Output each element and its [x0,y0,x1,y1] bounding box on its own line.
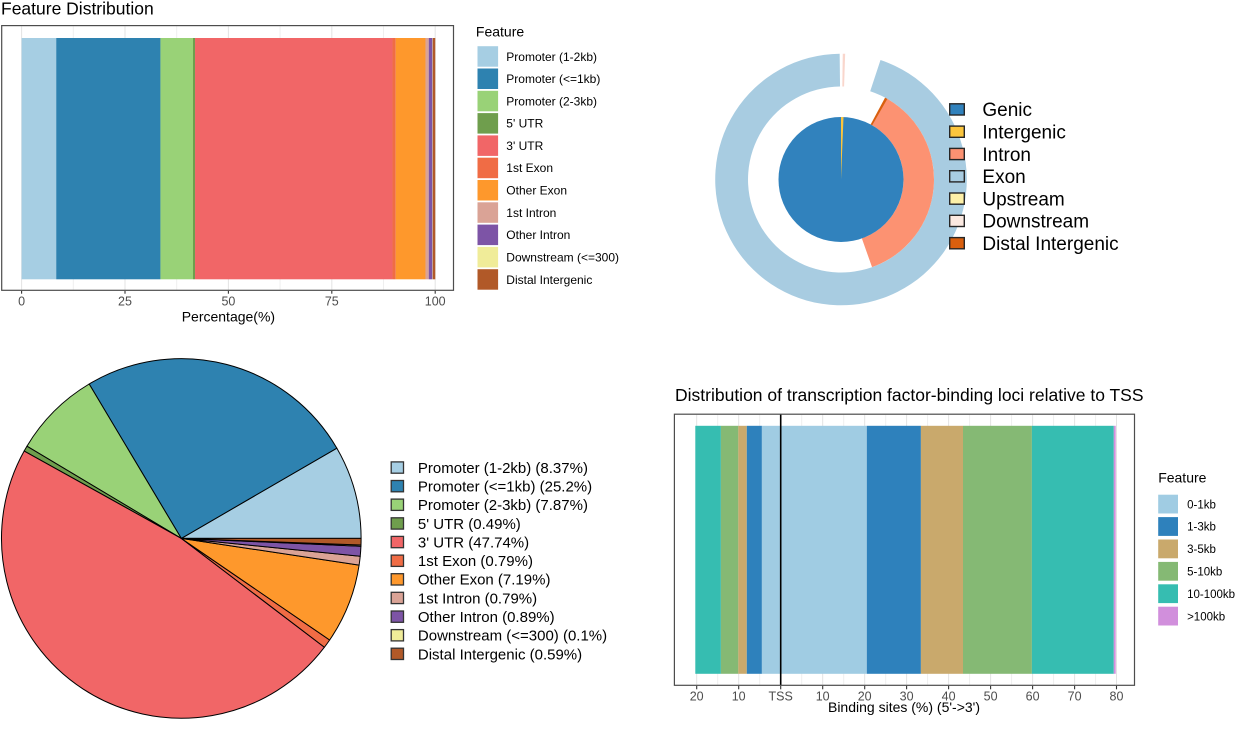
svg-text:Intron: Intron [982,145,1031,166]
svg-text:Feature: Feature [476,23,524,39]
svg-text:75: 75 [325,294,339,308]
svg-text:Promoter (1-2kb) (8.37%): Promoter (1-2kb) (8.37%) [418,460,588,477]
svg-text:Feature: Feature [1158,470,1206,486]
svg-text:1st Intron: 1st Intron [506,206,556,220]
svg-text:20: 20 [690,690,704,704]
svg-text:Other Exon (7.19%): Other Exon (7.19%) [418,572,551,589]
svg-text:50: 50 [221,294,235,308]
svg-text:Promoter (<=1kb) (25.2%): Promoter (<=1kb) (25.2%) [418,479,592,496]
svg-text:Distribution of transcription: Distribution of transcription factor-bin… [675,385,1144,405]
svg-text:Binding sites (%) (5'->3'): Binding sites (%) (5'->3') [828,699,980,715]
svg-text:Percentage(%): Percentage(%) [182,308,275,324]
svg-text:5' UTR: 5' UTR [506,117,543,131]
svg-text:Upstream: Upstream [982,189,1064,210]
svg-text:0: 0 [18,294,25,308]
svg-text:10-100kb: 10-100kb [1187,589,1235,601]
svg-text:Downstream (<=300): Downstream (<=300) [506,251,619,265]
svg-text:Genic: Genic [982,100,1032,121]
svg-text:Promoter (2-3kb) (7.87%): Promoter (2-3kb) (7.87%) [418,497,588,514]
svg-text:3-5kb: 3-5kb [1187,544,1216,556]
svg-text:TSS: TSS [769,690,793,704]
svg-text:50: 50 [984,690,998,704]
svg-text:100: 100 [425,294,446,308]
svg-text:Other Intron (0.89%): Other Intron (0.89%) [418,609,555,626]
svg-text:3' UTR: 3' UTR [506,139,543,153]
svg-text:1st Intron (0.79%): 1st Intron (0.79%) [418,590,537,607]
svg-text:1st Exon (0.79%): 1st Exon (0.79%) [418,553,533,570]
svg-text:70: 70 [1068,690,1082,704]
svg-text:0-1kb: 0-1kb [1187,499,1216,511]
svg-text:Distal Intergenic: Distal Intergenic [982,234,1118,255]
svg-text:3' UTR (47.74%): 3' UTR (47.74%) [418,535,529,552]
svg-text:Intergenic: Intergenic [982,123,1065,144]
svg-text:Promoter (<=1kb): Promoter (<=1kb) [506,72,600,86]
svg-text:25: 25 [118,294,132,308]
svg-text:5-10kb: 5-10kb [1187,567,1222,579]
svg-text:80: 80 [1110,690,1124,704]
svg-text:Promoter (2-3kb): Promoter (2-3kb) [506,94,597,108]
svg-text:1st Exon: 1st Exon [506,161,553,175]
svg-text:Feature Distribution: Feature Distribution [1,0,154,18]
svg-text:Exon: Exon [982,167,1025,188]
svg-text:Downstream: Downstream [982,212,1089,233]
svg-text:Other Exon: Other Exon [506,184,567,198]
svg-text:5' UTR (0.49%): 5' UTR (0.49%) [418,516,521,533]
svg-text:>100kb: >100kb [1187,611,1225,623]
svg-text:Distal Intergenic: Distal Intergenic [506,273,592,287]
svg-text:10: 10 [732,690,746,704]
svg-text:Downstream (<=300) (0.1%): Downstream (<=300) (0.1%) [418,628,607,645]
svg-text:Other Intron: Other Intron [506,228,570,242]
svg-text:60: 60 [1026,690,1040,704]
svg-text:Promoter (1-2kb): Promoter (1-2kb) [506,50,597,64]
svg-text:1-3kb: 1-3kb [1187,522,1216,534]
svg-text:Distal Intergenic (0.59%): Distal Intergenic (0.59%) [418,646,582,663]
